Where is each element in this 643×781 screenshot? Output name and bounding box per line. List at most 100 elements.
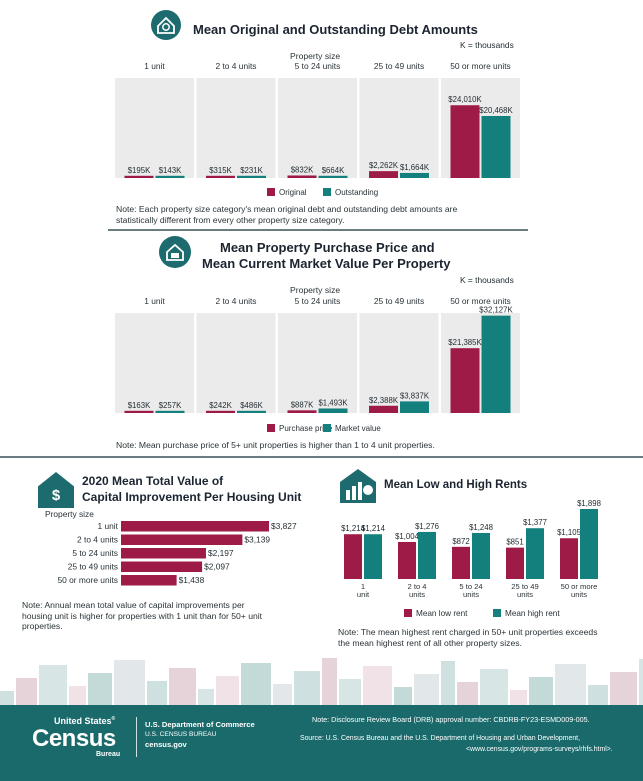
bar-mean-low-rent (560, 538, 578, 579)
logo-line1: United States® (54, 716, 116, 726)
census-logo[interactable]: United States® Census Bureau (32, 713, 127, 759)
data-label: $664K (322, 166, 345, 175)
legend-swatch (493, 609, 501, 617)
legend-label: Mean high rent (505, 609, 560, 618)
skyline-building (610, 672, 637, 707)
category-panel (115, 313, 194, 413)
data-label: $3,827 (271, 521, 297, 531)
skyline-building (339, 679, 361, 707)
data-label: $257K (159, 401, 182, 410)
bar-outstanding (481, 115, 511, 178)
skyline-building (480, 669, 508, 707)
bar-original (369, 171, 398, 178)
legend-label: Market value (335, 424, 381, 433)
legend-swatch (323, 424, 331, 432)
section3-note: Note: Annual mean total value of capital… (22, 600, 263, 632)
data-label: $887K (291, 400, 314, 409)
data-label: $2,262K (369, 161, 399, 170)
bar-original (206, 175, 235, 178)
legend-label: Mean low rent (416, 609, 468, 618)
bar-market-value (155, 410, 185, 413)
category-label: 25 to 49 units (68, 562, 118, 572)
section2-title-line2: Mean Current Market Value Per Property (202, 256, 451, 271)
bar-mean-high-rent (364, 534, 382, 579)
drb-note: Note: Disclosure Review Board (DRB) appr… (312, 715, 590, 724)
bar-mean-high-rent (418, 531, 436, 579)
skyline-building (273, 684, 292, 707)
legend-swatch (267, 424, 275, 432)
bar-outstanding (318, 175, 348, 178)
legend-label: Purchase price (279, 424, 333, 433)
category-panel (196, 313, 276, 413)
logo-main: Census (32, 725, 116, 752)
skyline-building (457, 682, 478, 707)
category-panel (278, 78, 357, 178)
section2-note: Note: Mean purchase price of 5+ unit pro… (116, 440, 435, 450)
category-label: 2 to 4 units (77, 535, 118, 545)
section3-title-line1: 2020 Mean Total Value of (82, 474, 224, 488)
source-line2[interactable]: <www.census.gov/programs-surveys/rhfs.ht… (466, 746, 613, 753)
bureau-name: U.S. CENSUS BUREAU (145, 731, 217, 738)
skyline-building (198, 689, 214, 707)
category-label: 5 to 24 (459, 582, 482, 591)
category-label: 1 (361, 582, 365, 591)
data-label: $163K (128, 401, 151, 410)
skyline-building (529, 677, 553, 707)
bar-purchase-price (287, 410, 317, 413)
logo-divider (136, 717, 137, 757)
data-label: $832K (291, 165, 314, 174)
category-label: 2 to 4 units (216, 296, 257, 306)
data-label: $242K (209, 401, 232, 410)
bar (121, 561, 203, 572)
skyline-building (216, 676, 239, 707)
bar-market-value (400, 401, 429, 413)
bar (121, 548, 206, 559)
data-label: $2,097 (204, 562, 230, 572)
bar-outstanding (155, 175, 185, 178)
skyline-building (114, 660, 145, 707)
census-site-link[interactable]: census.gov (145, 740, 187, 749)
section1-title: Mean Original and Outstanding Debt Amoun… (193, 22, 478, 37)
data-label: $1,664K (400, 163, 430, 172)
legend-label: Outstanding (335, 188, 378, 197)
data-label: $1,214 (341, 524, 366, 533)
category-label: 50 or more units (450, 61, 511, 71)
skyline-building (169, 668, 196, 707)
svg-text:$: $ (52, 487, 61, 504)
skyline-building (555, 664, 586, 707)
bar-mean-low-rent (344, 534, 362, 579)
debt-chart: 1 unit $195K $143K 2 to 4 units $315K $231K 5 … (115, 61, 520, 197)
category-panel (359, 78, 439, 178)
skyline-building (147, 681, 167, 707)
data-label: $2,388K (369, 396, 399, 405)
category-label: units (571, 590, 587, 599)
data-label: $872 (452, 537, 469, 546)
section4-title: Mean Low and High Rents (384, 479, 528, 491)
section1-unit-note: K = thousands (460, 40, 514, 50)
category-label: 5 to 24 units (295, 61, 341, 71)
category-label: units (463, 590, 479, 599)
bar-purchase-price (206, 410, 235, 413)
house-rising-chart-icon (338, 468, 378, 504)
logo-sub: Bureau (96, 751, 121, 758)
data-label: $195K (128, 166, 151, 175)
data-label: $32,127K (479, 306, 513, 315)
skyline-building (88, 673, 112, 707)
data-label: $20,468K (479, 106, 513, 115)
house-coin-icon (151, 10, 181, 40)
section2-axis-title: Property size (290, 285, 341, 295)
data-label: $21,385K (448, 338, 482, 347)
bar-purchase-price (124, 410, 154, 413)
skyline-building (39, 665, 67, 707)
category-label: 2 to 4 (408, 582, 427, 591)
category-panel (278, 313, 357, 413)
data-label: $1,377 (523, 518, 547, 527)
category-panel (196, 78, 276, 178)
house-dollar-icon: $ (38, 472, 74, 508)
data-label: $3,139 (244, 535, 270, 545)
city-skyline-decoration (0, 658, 643, 707)
data-label: $315K (209, 166, 232, 175)
skyline-building (394, 687, 412, 707)
skyline-building (588, 685, 608, 707)
